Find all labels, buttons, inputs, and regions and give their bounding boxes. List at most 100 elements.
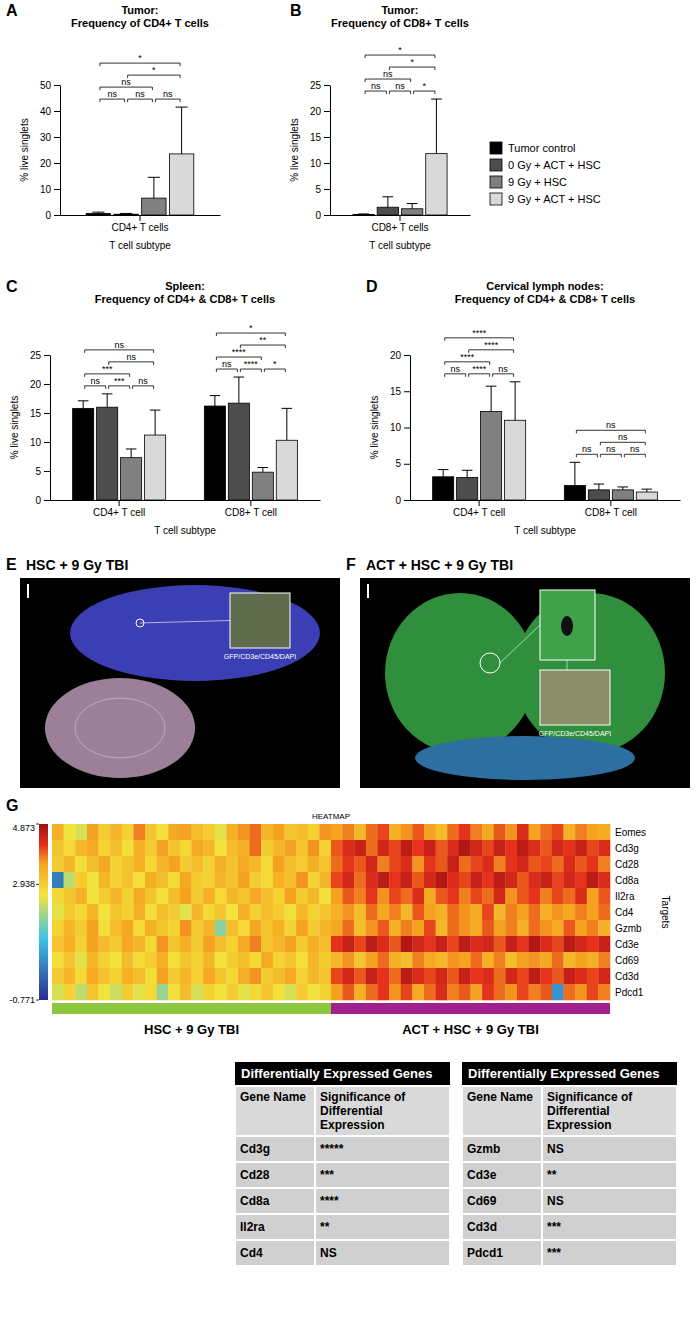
bar [564,486,585,501]
significance-label: ns [135,89,145,99]
heatmap-cell [52,952,64,968]
y-tick-label: 25 [30,350,42,361]
table-cell-text: Cd8a [240,1194,270,1208]
heatmap-cell [296,920,308,936]
heatmap-cell [99,920,111,936]
heatmap-cell [540,840,552,856]
table-header-cell [462,1062,677,1086]
significance-bracket [365,79,411,82]
panel-letter: C [6,278,18,295]
legend-label: 9 Gy + ACT + HSC [508,193,601,205]
figure: 01020304050CD4+ T cellsT cell subtype% l… [0,0,700,1318]
heatmap-cell [412,920,424,936]
heatmap-cell [122,984,134,1000]
heatmap-cell [296,840,308,856]
brain-detail [75,698,165,758]
heatmap-cell [552,968,564,984]
heatmap-cell [354,920,366,936]
heatmap-cell [331,840,343,856]
heatmap-cell [110,904,122,920]
heatmap-cell [354,936,366,952]
error-bar [150,410,161,435]
heatmap-cell [494,936,506,952]
heatmap-cell [447,824,459,840]
bar [145,435,166,500]
heatmap-cell [319,920,331,936]
column-head-cell [235,1086,315,1136]
panel-letter: G [6,797,18,814]
heatmap-cell [319,984,331,1000]
heatmap-cell [145,872,157,888]
heatmap-cell [122,952,134,968]
heatmap-cell [203,840,215,856]
heatmap-cell [424,920,436,936]
heatmap-cell [133,968,145,984]
row-label: Cd4 [615,907,634,918]
table-header-cell [235,1062,450,1086]
heatmap-cell [529,904,541,920]
heatmap-cell [145,936,157,952]
column-group-label: ACT + HSC + 9 Gy TBI [402,1022,539,1037]
bar [73,408,94,500]
heatmap-cell [424,840,436,856]
heatmap-cell [494,920,506,936]
row-label: Cd3g [615,843,639,854]
y-axis-line [50,356,51,501]
table-cell-text: **** [320,1194,339,1208]
heatmap-cell [587,904,599,920]
heatmap-cell [75,840,87,856]
heatmap-cell [238,920,250,936]
significance-bracket [133,386,154,389]
y-axis-line [60,86,61,216]
y-tick-label: 40 [40,106,52,117]
heatmap-cell [424,824,436,840]
heatmap-cell [575,952,587,968]
heatmap-cell [587,952,599,968]
y-tick-mark [54,85,60,86]
heatmap-cell [412,840,424,856]
heatmap-cell [598,952,610,968]
heatmap-cell [494,856,506,872]
table-cell [235,1188,315,1214]
heatmap-cell [540,936,552,952]
heatmap-cell [401,840,413,856]
heatmap-cell [75,904,87,920]
table-cell-text: Cd4 [240,1246,263,1260]
significance-bracket [445,362,490,365]
row-label: Eomes [615,827,646,838]
significance-label: **** [472,328,487,338]
y-tick: 10 [30,437,50,448]
table-cell [315,1136,450,1162]
significance-label: ns [108,89,118,99]
heatmap-cell [517,920,529,936]
heatmap-cell [598,984,610,1000]
table-cell [235,1136,315,1162]
heatmap-cell [261,856,273,872]
heatmap-cell [64,872,76,888]
table-cell-text: Cd3e [467,1168,497,1182]
heatmap-cell [250,872,262,888]
heatmap-cell [75,872,87,888]
heatmap-cell [331,872,343,888]
y-tick-mark [44,500,50,501]
significance-label: ns [371,81,381,91]
chart-title: Tumor: [121,4,158,16]
heatmap-cell [145,920,157,936]
y-tick-label: 0 [35,495,41,506]
heatmap-cell [238,840,250,856]
y-tick-label: 10 [310,158,322,169]
x-tick-label: CD4+ T cell [93,507,145,518]
heatmap-cell [308,856,320,872]
heatmap-cell [192,840,204,856]
y-tick: 25 [310,80,330,91]
heatmap-cell [505,824,517,840]
heatmap-cell [192,856,204,872]
significance-label: ns [630,444,640,454]
row-label: Cd3d [615,971,639,982]
heatmap-cell [296,936,308,952]
heatmap-cell [110,936,122,952]
bar [252,472,273,500]
significance-label: * [249,323,253,333]
colorbar [39,824,48,1000]
heatmap-cell [447,920,459,936]
